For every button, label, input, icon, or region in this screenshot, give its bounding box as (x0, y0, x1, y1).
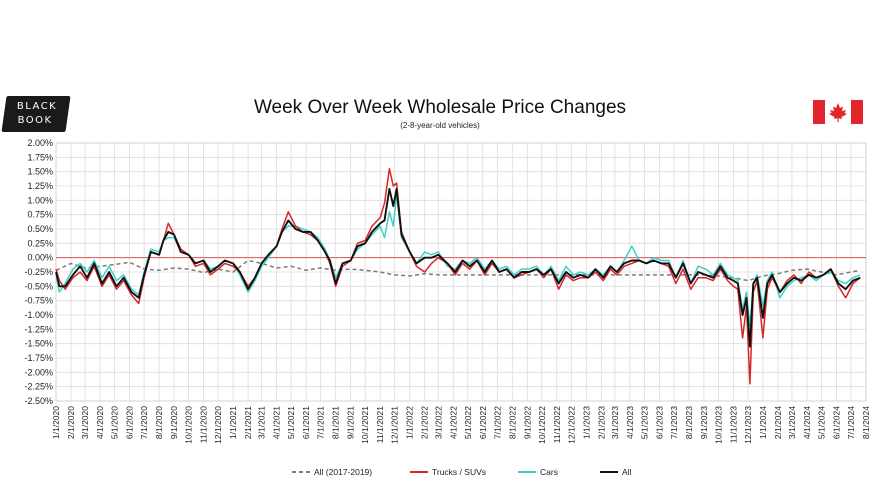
x-tick-label: 5/1/2021 (286, 406, 296, 439)
x-tick-label: 6/1/2024 (831, 406, 841, 439)
y-tick-label: -2.25% (24, 382, 53, 392)
y-tick-label: -2.00% (24, 367, 53, 377)
x-tick-label: 1/1/2024 (758, 406, 768, 439)
y-tick-label: -1.50% (24, 339, 53, 349)
x-tick-label: 8/1/2024 (861, 406, 871, 439)
y-tick-label: -2.50% (24, 396, 53, 406)
legend-label: Cars (540, 467, 558, 477)
x-tick-label: 10/1/2021 (360, 406, 370, 444)
x-tick-label: 7/1/2021 (316, 406, 326, 439)
x-tick-label: 2/1/2021 (243, 406, 253, 439)
x-tick-label: 4/1/2020 (95, 406, 105, 439)
x-tick-label: 4/1/2024 (802, 406, 812, 439)
y-tick-label: -1.25% (24, 324, 53, 334)
x-tick-label: 4/1/2022 (448, 406, 458, 439)
legend-label: All (2017-2019) (314, 467, 372, 477)
x-tick-label: 8/1/2020 (154, 406, 164, 439)
x-tick-label: 3/1/2020 (80, 406, 90, 439)
x-tick-label: 9/1/2020 (169, 406, 179, 439)
x-tick-label: 7/1/2023 (669, 406, 679, 439)
x-tick-label: 1/1/2023 (581, 406, 591, 439)
x-tick-label: 3/1/2024 (787, 406, 797, 439)
x-tick-label: 4/1/2021 (272, 406, 282, 439)
x-tick-label: 5/1/2024 (816, 406, 826, 439)
x-tick-label: 6/1/2020 (125, 406, 135, 439)
x-tick-label: 1/1/2020 (51, 406, 61, 439)
x-tick-label: 11/1/2021 (375, 406, 385, 443)
plot-frame (55, 142, 867, 402)
x-tick-label: 12/1/2020 (213, 406, 223, 444)
x-tick-label: 9/1/2023 (699, 406, 709, 439)
y-tick-label: 0.75% (27, 210, 53, 220)
x-tick-label: 10/1/2023 (713, 406, 723, 444)
series-line-trucks-suvs (55, 168, 861, 385)
x-tick-label: 6/1/2023 (654, 406, 664, 439)
x-tick-label: 10/1/2020 (184, 406, 194, 444)
x-tick-label: 5/1/2023 (639, 406, 649, 439)
y-tick-label: 1.50% (27, 167, 53, 177)
x-tick-label: 1/1/2021 (228, 406, 238, 439)
x-tick-label: 2/1/2022 (420, 406, 430, 439)
x-tick-label: 12/1/2023 (743, 406, 753, 444)
y-tick-label: 1.00% (27, 195, 53, 205)
y-tick-label: -0.25% (24, 267, 53, 277)
x-tick-label: 11/1/2022 (552, 406, 562, 443)
x-tick-label: 9/1/2022 (522, 406, 532, 439)
x-tick-label: 11/1/2023 (728, 406, 738, 443)
x-tick-label: 8/1/2022 (507, 406, 517, 439)
x-tick-label: 1/1/2022 (405, 406, 415, 439)
x-tick-label: 10/1/2022 (537, 406, 547, 444)
x-tick-label: 2/1/2023 (596, 406, 606, 439)
x-tick-label: 7/1/2020 (139, 406, 149, 439)
x-tick-label: 8/1/2023 (684, 406, 694, 439)
y-tick-label: 2.00% (27, 138, 53, 148)
chart-title: Week Over Week Wholesale Price Changes (253, 97, 627, 118)
x-tick-label: 7/1/2024 (846, 406, 856, 439)
series-line-cars (55, 193, 861, 328)
x-tick-label: 2/1/2024 (773, 406, 783, 439)
x-tick-label: 12/1/2021 (390, 406, 400, 444)
x-tick-label: 6/1/2021 (301, 406, 311, 439)
y-tick-label: 0.00% (27, 253, 53, 263)
x-tick-label: 7/1/2022 (492, 406, 502, 439)
y-tick-label: 0.25% (27, 238, 53, 248)
x-tick-label: 3/1/2021 (257, 406, 267, 439)
x-tick-label: 3/1/2022 (433, 406, 443, 439)
y-tick-label: 1.75% (27, 152, 53, 162)
canada-flag-icon (813, 100, 863, 124)
x-tick-label: 12/1/2022 (566, 406, 576, 444)
x-tick-label: 6/1/2022 (478, 406, 488, 439)
x-tick-label: 5/1/2020 (110, 406, 120, 439)
x-tick-label: 8/1/2021 (331, 406, 341, 439)
chart-subtitle: (2-8-year-old vehicles) (400, 121, 480, 130)
x-tick-label: 4/1/2023 (625, 406, 635, 439)
y-tick-label: -1.75% (24, 353, 53, 363)
x-tick-label: 3/1/2023 (610, 406, 620, 439)
y-tick-label: 0.50% (27, 224, 53, 234)
x-tick-label: 9/1/2021 (346, 406, 356, 439)
y-tick-label: 1.25% (27, 181, 53, 191)
x-tick-label: 5/1/2022 (463, 406, 473, 439)
series-line-all-2017-2019 (55, 259, 861, 282)
x-tick-label: 2/1/2020 (66, 406, 76, 439)
legend-label: All (622, 467, 632, 477)
y-tick-label: -0.75% (24, 296, 53, 306)
x-tick-label: 11/1/2020 (199, 406, 209, 443)
legend-label: Trucks / SUVs (432, 467, 486, 477)
y-tick-label: -0.50% (24, 281, 53, 291)
y-tick-label: -1.00% (24, 310, 53, 320)
series-line-all (55, 187, 861, 348)
